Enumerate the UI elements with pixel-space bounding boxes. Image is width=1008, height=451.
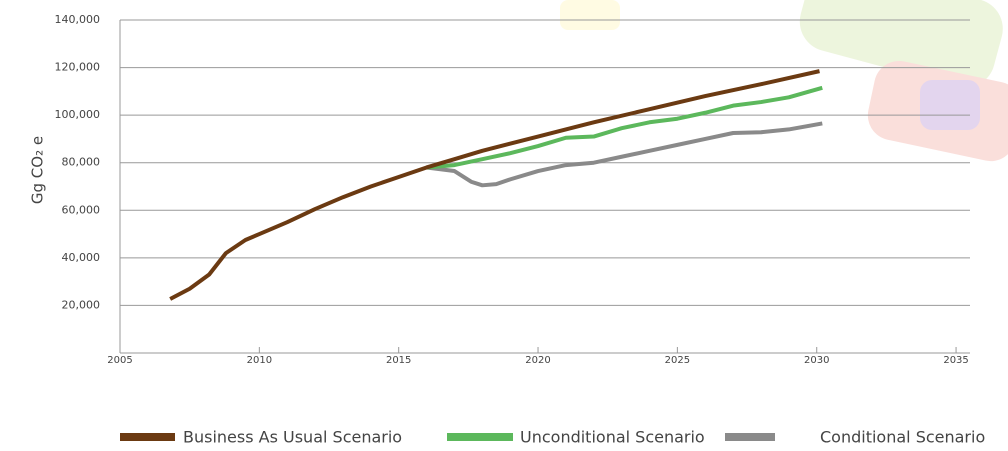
- legend-swatch: [120, 433, 175, 441]
- background-decoration: [560, 0, 1008, 166]
- y-tick-label: 80,000: [62, 156, 101, 169]
- y-tick-label: 100,000: [55, 108, 101, 121]
- y-tick-label: 20,000: [62, 298, 101, 311]
- x-tick-label: 2015: [386, 355, 411, 366]
- x-tick-label: 2010: [247, 355, 272, 366]
- x-tick-label: 2020: [525, 355, 550, 366]
- y-tick-label: 60,000: [62, 203, 101, 216]
- x-tick-label: 2035: [943, 355, 968, 366]
- legend-swatch: [725, 433, 775, 441]
- x-tick-label: 2030: [804, 355, 829, 366]
- legend-label: Unconditional Scenario: [520, 428, 705, 447]
- chart: Gg CO₂ e 20,000 40,000 60,000 80,000 100,000…: [0, 0, 1008, 447]
- y-tick-label: 120,000: [55, 61, 101, 74]
- legend-label: Business As Usual Scenario: [183, 428, 402, 447]
- y-tick-label: 140,000: [55, 13, 101, 26]
- x-tick-label: 2025: [665, 355, 690, 366]
- line-series: [427, 123, 823, 185]
- x-tick-label: 2005: [107, 355, 132, 366]
- legend-swatch: [447, 433, 513, 441]
- y-axis-label: Gg CO₂ e: [29, 136, 47, 204]
- y-tick-label: 40,000: [62, 251, 101, 264]
- legend-label: Conditional Scenario: [820, 428, 985, 447]
